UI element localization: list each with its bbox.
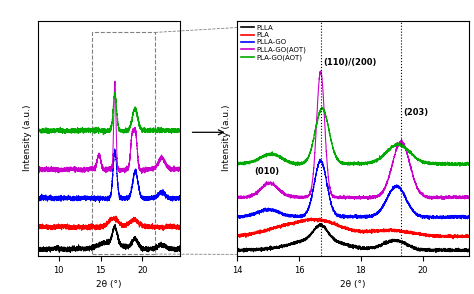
Bar bbox=[92, 32, 155, 254]
Y-axis label: Intensity (a.u.): Intensity (a.u.) bbox=[222, 105, 231, 171]
Text: (010): (010) bbox=[254, 167, 279, 176]
Text: (203): (203) bbox=[403, 108, 428, 117]
X-axis label: 2θ (°): 2θ (°) bbox=[340, 280, 366, 289]
Y-axis label: Intensity (a.u.): Intensity (a.u.) bbox=[23, 105, 32, 171]
Text: (110)/(200): (110)/(200) bbox=[323, 58, 376, 67]
Legend: PLLA, PLA, PLLA-GO, PLLA-GO(AOT), PLA-GO(AOT): PLLA, PLA, PLLA-GO, PLLA-GO(AOT), PLA-GO… bbox=[240, 24, 307, 61]
X-axis label: 2θ (°): 2θ (°) bbox=[96, 280, 122, 289]
